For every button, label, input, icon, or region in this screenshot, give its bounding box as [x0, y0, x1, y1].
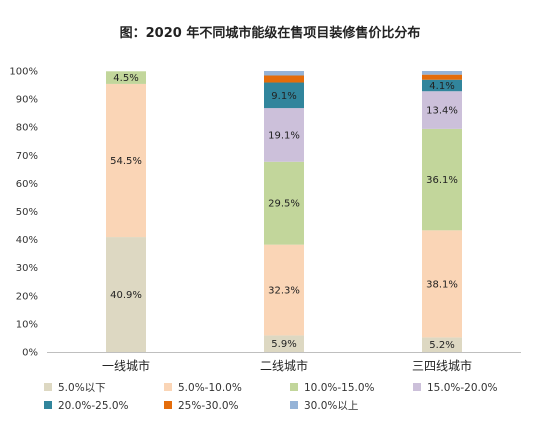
- legend-swatch: [44, 401, 52, 409]
- data-label: 40.9%: [110, 290, 142, 301]
- data-label: 36.1%: [426, 175, 458, 186]
- data-label: 5.9%: [271, 339, 296, 350]
- data-label: 29.5%: [268, 199, 300, 210]
- y-tick-label: 40%: [16, 235, 38, 246]
- data-label: 4.1%: [429, 81, 454, 92]
- bar-segment: [106, 83, 146, 238]
- data-label: 19.1%: [268, 130, 300, 141]
- bar-segment: [422, 71, 462, 75]
- data-label: 9.1%: [271, 91, 296, 102]
- legend-swatch: [164, 401, 172, 409]
- y-tick-label: 100%: [9, 67, 38, 78]
- chart-title: 图：2020 年不同城市能级在售项目装修售价比分布: [120, 25, 421, 41]
- data-label: 54.5%: [110, 156, 142, 167]
- legend-swatch: [413, 383, 421, 391]
- legend-swatch: [290, 383, 298, 391]
- x-axis: 一线城市 二线城市 三四线城市: [102, 358, 472, 373]
- bar-segment: [264, 71, 304, 76]
- y-tick-label: 10%: [16, 319, 38, 330]
- y-tick-label: 70%: [16, 151, 38, 162]
- bar-segment: [422, 79, 462, 92]
- y-tick-label: 20%: [16, 291, 38, 302]
- legend-entry: 20.0%-25.0%: [58, 400, 129, 412]
- y-tick-label: 80%: [16, 123, 38, 134]
- bar-segment: [264, 75, 304, 83]
- category-label: 二线城市: [260, 358, 308, 373]
- y-tick-label: 50%: [16, 207, 38, 218]
- bar-segment: [264, 335, 304, 352]
- legend-swatch: [164, 383, 172, 391]
- legend-swatch: [44, 383, 52, 391]
- data-label: 13.4%: [426, 106, 458, 117]
- bar-segment: [422, 91, 462, 129]
- plot-area: 40.9% 54.5% 4.5% 5.9% 32.3% 29.5% 19.1% 9.1% 5.2…: [106, 71, 462, 352]
- category-label: 三四线城市: [412, 358, 472, 373]
- bar-segment: [264, 82, 304, 109]
- bar-segment: [422, 230, 462, 338]
- bar-segment: [422, 74, 462, 80]
- legend-entry: 15.0%-20.0%: [427, 382, 498, 394]
- data-label: 4.5%: [113, 73, 138, 84]
- data-label: 32.3%: [268, 286, 300, 297]
- y-tick-label: 0%: [22, 348, 38, 359]
- bar-segment: [264, 161, 304, 245]
- category-label: 一线城市: [102, 358, 150, 373]
- legend: 5.0%以下 5.0%-10.0% 10.0%-15.0% 15.0%-20.0% 20…: [44, 382, 498, 412]
- bar-segment: [106, 71, 146, 84]
- bar-segment: [422, 128, 462, 231]
- legend-entry: 5.0%-10.0%: [178, 382, 242, 394]
- legend-swatch: [290, 401, 298, 409]
- legend-entry: 5.0%以下: [58, 382, 106, 394]
- legend-entry: 30.0%以上: [304, 400, 358, 412]
- y-tick-label: 90%: [16, 95, 38, 106]
- y-tick-label: 30%: [16, 263, 38, 274]
- bar-segment: [422, 337, 462, 352]
- data-label: 38.1%: [426, 279, 458, 290]
- bar-segment: [106, 237, 146, 352]
- y-axis: 0% 10% 20% 30% 40% 50% 60% 70% 80% 90% 100%: [9, 67, 521, 359]
- data-label: 5.2%: [429, 340, 454, 351]
- legend-entry: 25%-30.0%: [178, 400, 239, 412]
- legend-entry: 10.0%-15.0%: [304, 382, 375, 394]
- bar-segment: [264, 108, 304, 162]
- bar-segment: [264, 244, 304, 336]
- y-tick-label: 60%: [16, 179, 38, 190]
